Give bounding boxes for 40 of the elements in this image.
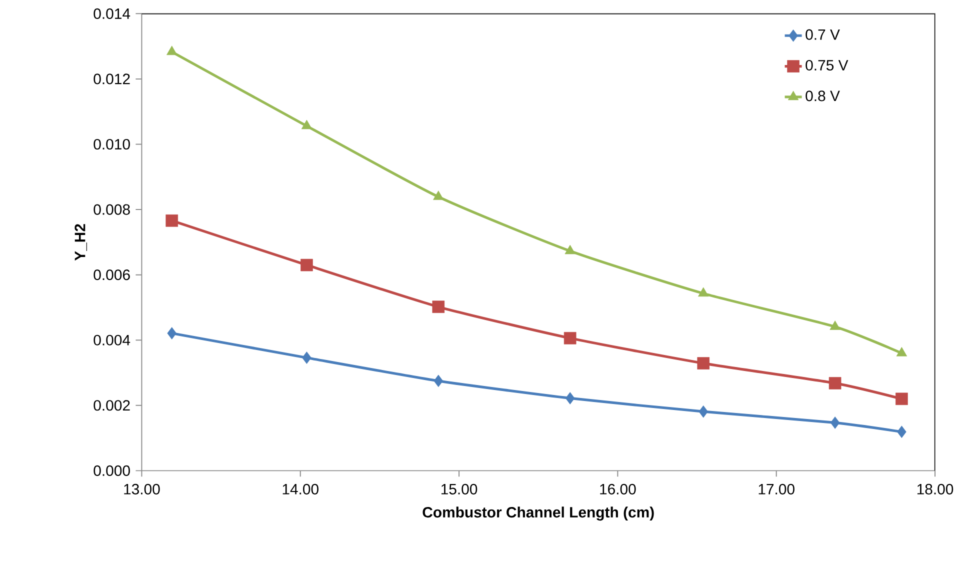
point — [896, 347, 908, 356]
y-tick-label: 0.006 — [94, 270, 130, 280]
y-tick-label: 0.012 — [94, 74, 130, 84]
x-axis-title: Combustor Channel Length (cm) — [422, 506, 654, 521]
y-tick-label: 0.008 — [94, 204, 130, 215]
point — [697, 357, 710, 370]
point — [167, 327, 177, 340]
point — [564, 244, 576, 254]
point — [565, 392, 575, 404]
point — [564, 332, 576, 344]
point — [830, 416, 840, 429]
y-tick-label: 0.004 — [94, 334, 130, 346]
point — [432, 300, 445, 313]
y-tick-label: 0.014 — [94, 8, 130, 19]
legend-label: 0.8 V — [806, 90, 840, 102]
y-axis-title: Y_H2 — [74, 224, 87, 261]
x-tick-label: 16.00 — [600, 484, 636, 494]
point — [166, 214, 178, 227]
point — [302, 352, 312, 364]
point — [828, 377, 842, 390]
x-tick-label: 14.00 — [282, 484, 318, 494]
y-tick-label: 0.010 — [94, 138, 130, 150]
point — [897, 426, 906, 438]
x-tick-label: 13.00 — [124, 484, 160, 494]
point — [166, 46, 178, 56]
point — [301, 120, 312, 130]
point — [433, 190, 444, 200]
x-tick-label: 17.00 — [758, 484, 794, 494]
point — [300, 258, 313, 272]
point — [698, 405, 708, 418]
x-tick-label: 15.00 — [441, 484, 478, 494]
point — [698, 287, 709, 297]
y-tick-label: 0.002 — [94, 400, 130, 411]
point — [896, 392, 908, 406]
x-tick-label: 18.00 — [917, 484, 954, 494]
legend-label: 0.75 V — [806, 60, 848, 71]
point — [830, 320, 840, 330]
y-tick-label: 0.000 — [94, 465, 130, 476]
legend-label: 0.7 V — [806, 29, 840, 40]
point — [434, 374, 444, 388]
